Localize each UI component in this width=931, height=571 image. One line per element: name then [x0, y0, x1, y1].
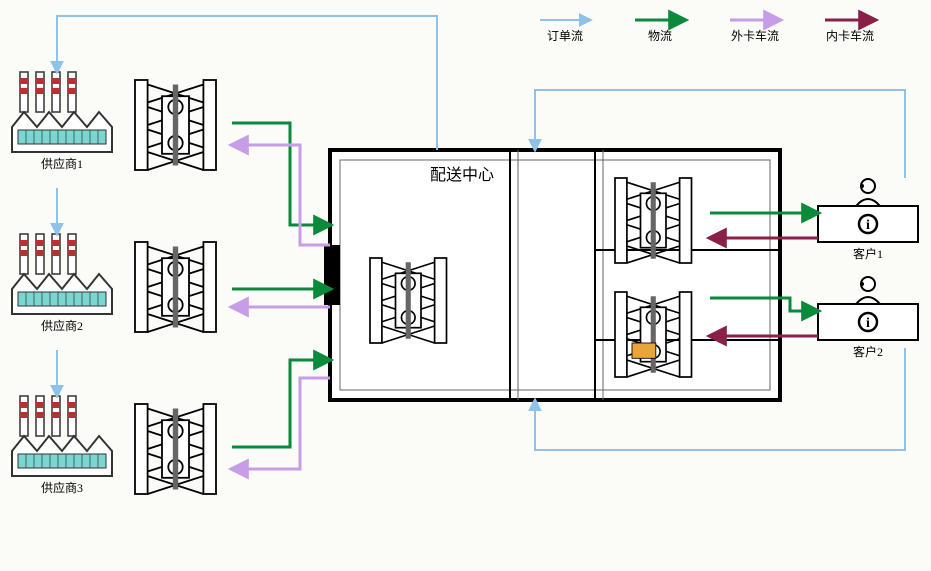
customer-1: i 客户1	[818, 179, 918, 261]
svg-text:i: i	[866, 316, 870, 331]
supplier-label: 供应商2	[41, 318, 83, 333]
supplier-label: 供应商3	[41, 480, 83, 495]
customer-label: 客户1	[853, 246, 883, 261]
legend-label: 外卡车流	[731, 28, 779, 43]
dc-rack-3	[615, 292, 692, 377]
dc-title: 配送中心	[430, 166, 494, 184]
customer-label: 客户2	[853, 344, 883, 359]
supplier-rack-2	[135, 242, 216, 332]
supplier-2: 供应商2	[12, 234, 112, 333]
ext_truck-flow-12	[232, 378, 330, 469]
legend-label: 物流	[648, 29, 672, 43]
legend-label: 内卡车流	[826, 28, 874, 43]
legend: 订单流 物流 外卡车流 内卡车流	[540, 20, 875, 43]
supplier-rack-1	[135, 80, 216, 170]
supplier-1: 供应商1	[12, 72, 112, 171]
logistics-flow-7	[232, 360, 330, 447]
dc-rack-1	[370, 258, 447, 343]
customer-2: i 客户2	[818, 277, 918, 359]
supplier-3: 供应商3	[12, 396, 112, 495]
dc-rack-2	[615, 178, 692, 263]
svg-text:i: i	[866, 218, 870, 233]
legend-label: 订单流	[547, 29, 583, 43]
logistics-flow-5	[232, 123, 330, 225]
order-flow-0	[57, 16, 437, 150]
supplier-label: 供应商1	[41, 156, 83, 171]
ext_truck-flow-10	[232, 145, 330, 245]
supplier-rack-3	[135, 404, 216, 494]
